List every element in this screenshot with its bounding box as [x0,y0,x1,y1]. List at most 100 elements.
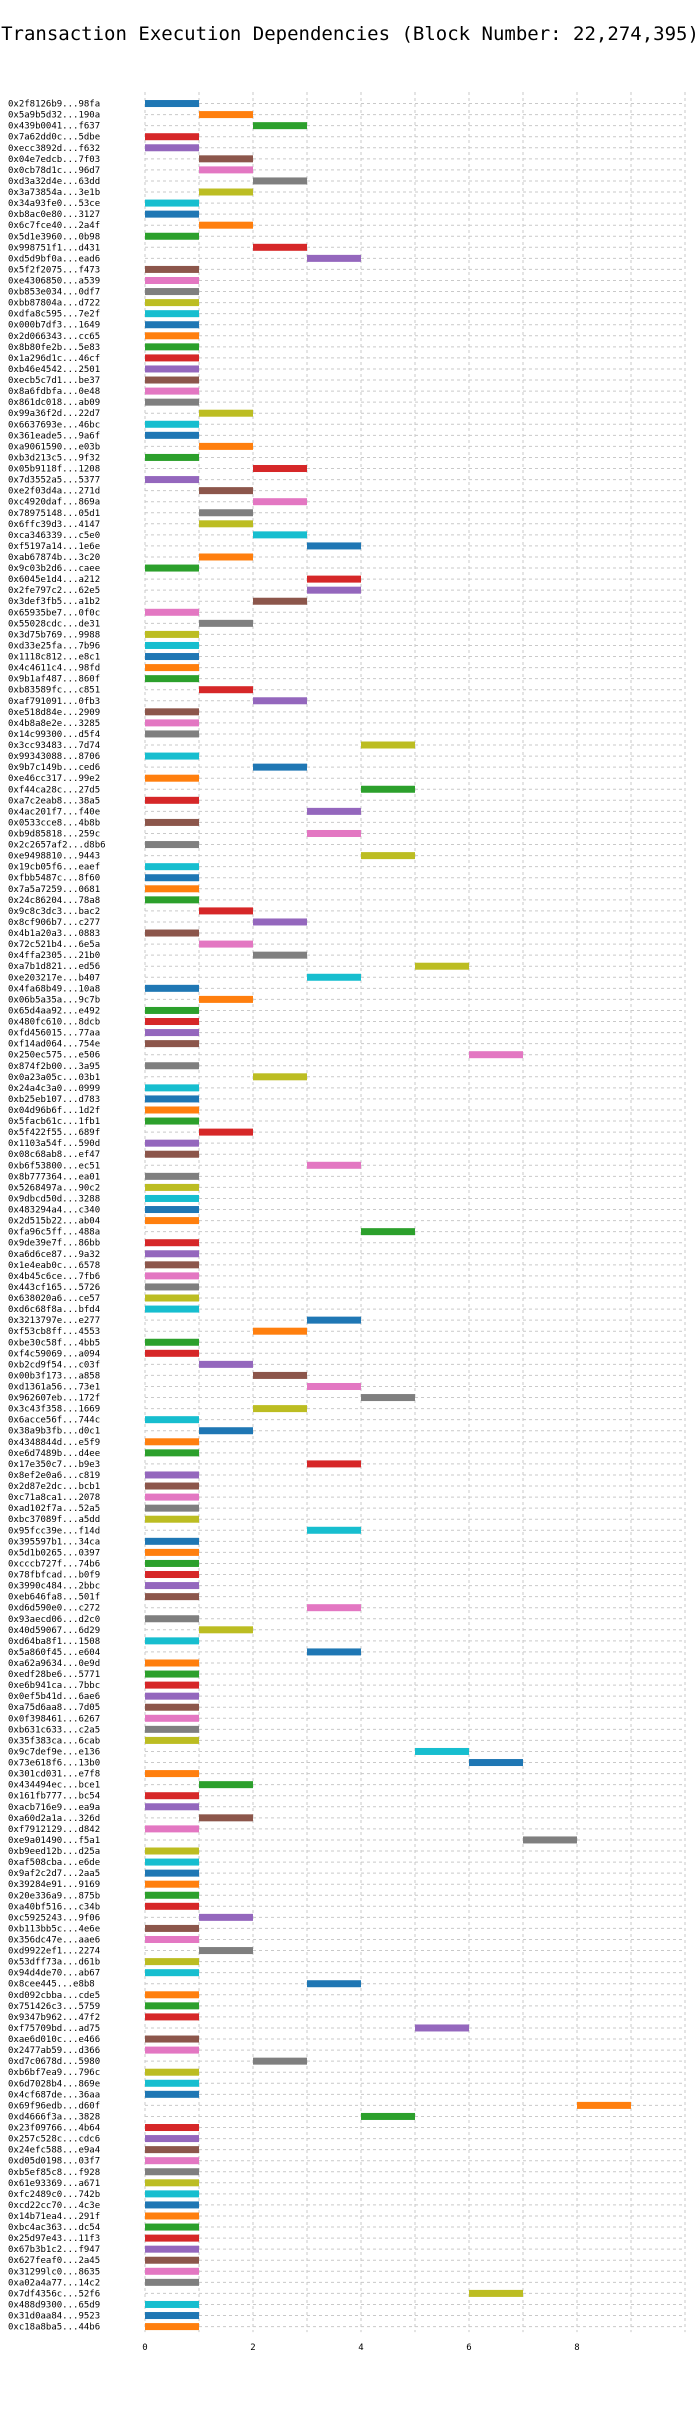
tx-hash-label: 0x14c99300...d5f4 [8,730,100,740]
dependency-bar [145,1106,199,1114]
dependency-bar [145,1449,199,1457]
tx-hash-label: 0x4348844d...e5f9 [8,1438,100,1448]
tx-hash-label: 0xf75709bd...ad75 [8,2024,100,2034]
tx-hash-label: 0xedf28be6...5771 [8,1670,100,1680]
dependency-bar [253,465,307,473]
tx-hash-label: 0x2d87e2dc...bcb1 [8,1482,100,1492]
dependency-bar [199,1814,253,1822]
tx-hash-label: 0xa7b1d821...ed56 [8,962,100,972]
tx-hash-label: 0xa6d6ce87...9a32 [8,1250,100,1260]
dependency-bar [307,1161,361,1169]
dependency-bar [145,276,199,284]
dependency-bar [307,586,361,594]
dependency-bar [361,1394,415,1402]
tx-hash-label: 0x35f383ca...6cab [8,1736,100,1746]
tx-hash-label: 0xbb87804a...d722 [8,299,100,309]
dependency-bar [469,1051,523,1059]
tx-hash-label: 0x2477ab59...d366 [8,2046,100,2056]
dependency-bar [253,597,307,605]
x-axis-ticks: 0 2 4 6 8 [142,2343,579,2353]
tx-hash-label: 0x2c2657af2...d8b6 [8,841,106,851]
tx-hash-label: 0x20e336a9...875b [8,1891,100,1901]
tx-hash-label: 0x25d97e43...11f3 [8,2234,100,2244]
dependency-bar [145,1670,199,1678]
dependency-bar [145,774,199,782]
dependency-bar [307,973,361,981]
tx-hash-label: 0xd092cbba...cde5 [8,1991,100,2001]
dependency-bar [199,188,253,196]
dependency-bar [145,1272,199,1280]
tx-hash-label: 0x9347b962...47f2 [8,2013,100,2023]
tx-hash-label: 0x72c521b4...6e5a [8,940,100,950]
dependency-bar [145,630,199,638]
dependency-bar [253,498,307,506]
dependency-bar [145,1150,199,1158]
tx-hash-label: 0x483294a4...c340 [8,1206,100,1216]
dependency-bar [361,741,415,749]
tx-hash-label: 0x3a73854a...3e1b [8,188,100,198]
dependency-bar [145,1504,199,1512]
dependency-bar [523,1836,577,1844]
dependency-bar [145,1935,199,1943]
tx-hash-label: 0x19cb05f6...eaef [8,863,100,873]
dependency-bar [145,1637,199,1645]
dependency-bar [145,1206,199,1214]
tx-hash-label: 0x4fa68b49...10a8 [8,984,100,994]
dependency-bar [145,1515,199,1523]
dependency-bar [361,852,415,860]
tx-hash-label: 0x8cee445...e8b8 [8,1980,95,1990]
tx-hash-label: 0x1a296d1c...46cf [8,354,100,364]
bar-layer [145,100,631,2331]
tx-hash-label: 0xab67874b...3c20 [8,553,100,563]
tx-hash-label: 0x40d59067...6d29 [8,1626,100,1636]
tx-hash-label: 0xd3a32d4e...63dd [8,177,100,187]
chart-title: Transaction Execution Dependencies (Bloc… [1,23,699,45]
dependency-bar [145,420,199,428]
dependency-bar [307,1604,361,1612]
tx-hash-label: 0x8b80fe2b...5e83 [8,343,100,353]
dependency-bar [145,431,199,439]
tx-hash-label: 0xbe30c58f...4bb5 [8,1338,100,1348]
tx-hash-label: 0xbc37089f...a5dd [8,1515,100,1525]
dependency-bar [253,531,307,539]
dependency-bar [145,1548,199,1556]
tx-hash-label: 0x361eade5...9a6f [8,431,100,441]
tx-hash-label: 0x627feaf0...2a45 [8,2256,100,2266]
tx-hash-label: 0x14b71ea4...291f [8,2212,100,2222]
dependency-bar [145,1062,199,1070]
tx-hash-label: 0xd5d9bf0a...ead6 [8,254,100,264]
tx-hash-label: 0x04d96b6f...1d2f [8,1106,100,1116]
tx-hash-label: 0xa62a9634...0e9d [8,1659,100,1669]
tx-hash-label: 0x6ffc39d3...4147 [8,520,100,530]
dependency-bar [145,818,199,826]
tx-hash-label: 0x2d515b22...ab04 [8,1217,100,1227]
dependency-bar [199,155,253,163]
dependency-bar [145,100,199,108]
dependency-bar [145,2223,199,2231]
dependency-bar [307,575,361,583]
tx-hash-label: 0x2d066343...cc65 [8,332,100,342]
dependency-bar [145,1261,199,1269]
tx-hash-label: 0xb5ef85c8...f928 [8,2168,100,2178]
dependency-bar [307,254,361,262]
dependency-bar [145,1117,199,1125]
tx-hash-label: 0xf4c59069...a094 [8,1349,100,1359]
tx-hash-label: 0xb3d213c5...9f32 [8,453,100,463]
dependency-bar [145,2267,199,2275]
tx-hash-label: 0x3213797e...e277 [8,1316,100,1326]
dependency-bar [145,1714,199,1722]
tx-hash-label: 0x31299lc0...8635 [8,2267,100,2277]
dependency-bar [307,1526,361,1534]
tx-hash-label: 0xd33e25fa...7b96 [8,641,100,651]
dependency-bar [145,2212,199,2220]
dependency-bar [199,1128,253,1136]
dependency-bar [199,940,253,948]
dependency-bar [307,807,361,815]
dependency-bar [145,1825,199,1833]
dependency-bar [307,1382,361,1390]
tx-hash-label: 0x4c4611c4...98fd [8,664,100,674]
dependency-bar [199,553,253,561]
x-tick-label: 4 [358,2343,363,2353]
dependency-bar [145,1681,199,1689]
dependency-bar [145,232,199,240]
